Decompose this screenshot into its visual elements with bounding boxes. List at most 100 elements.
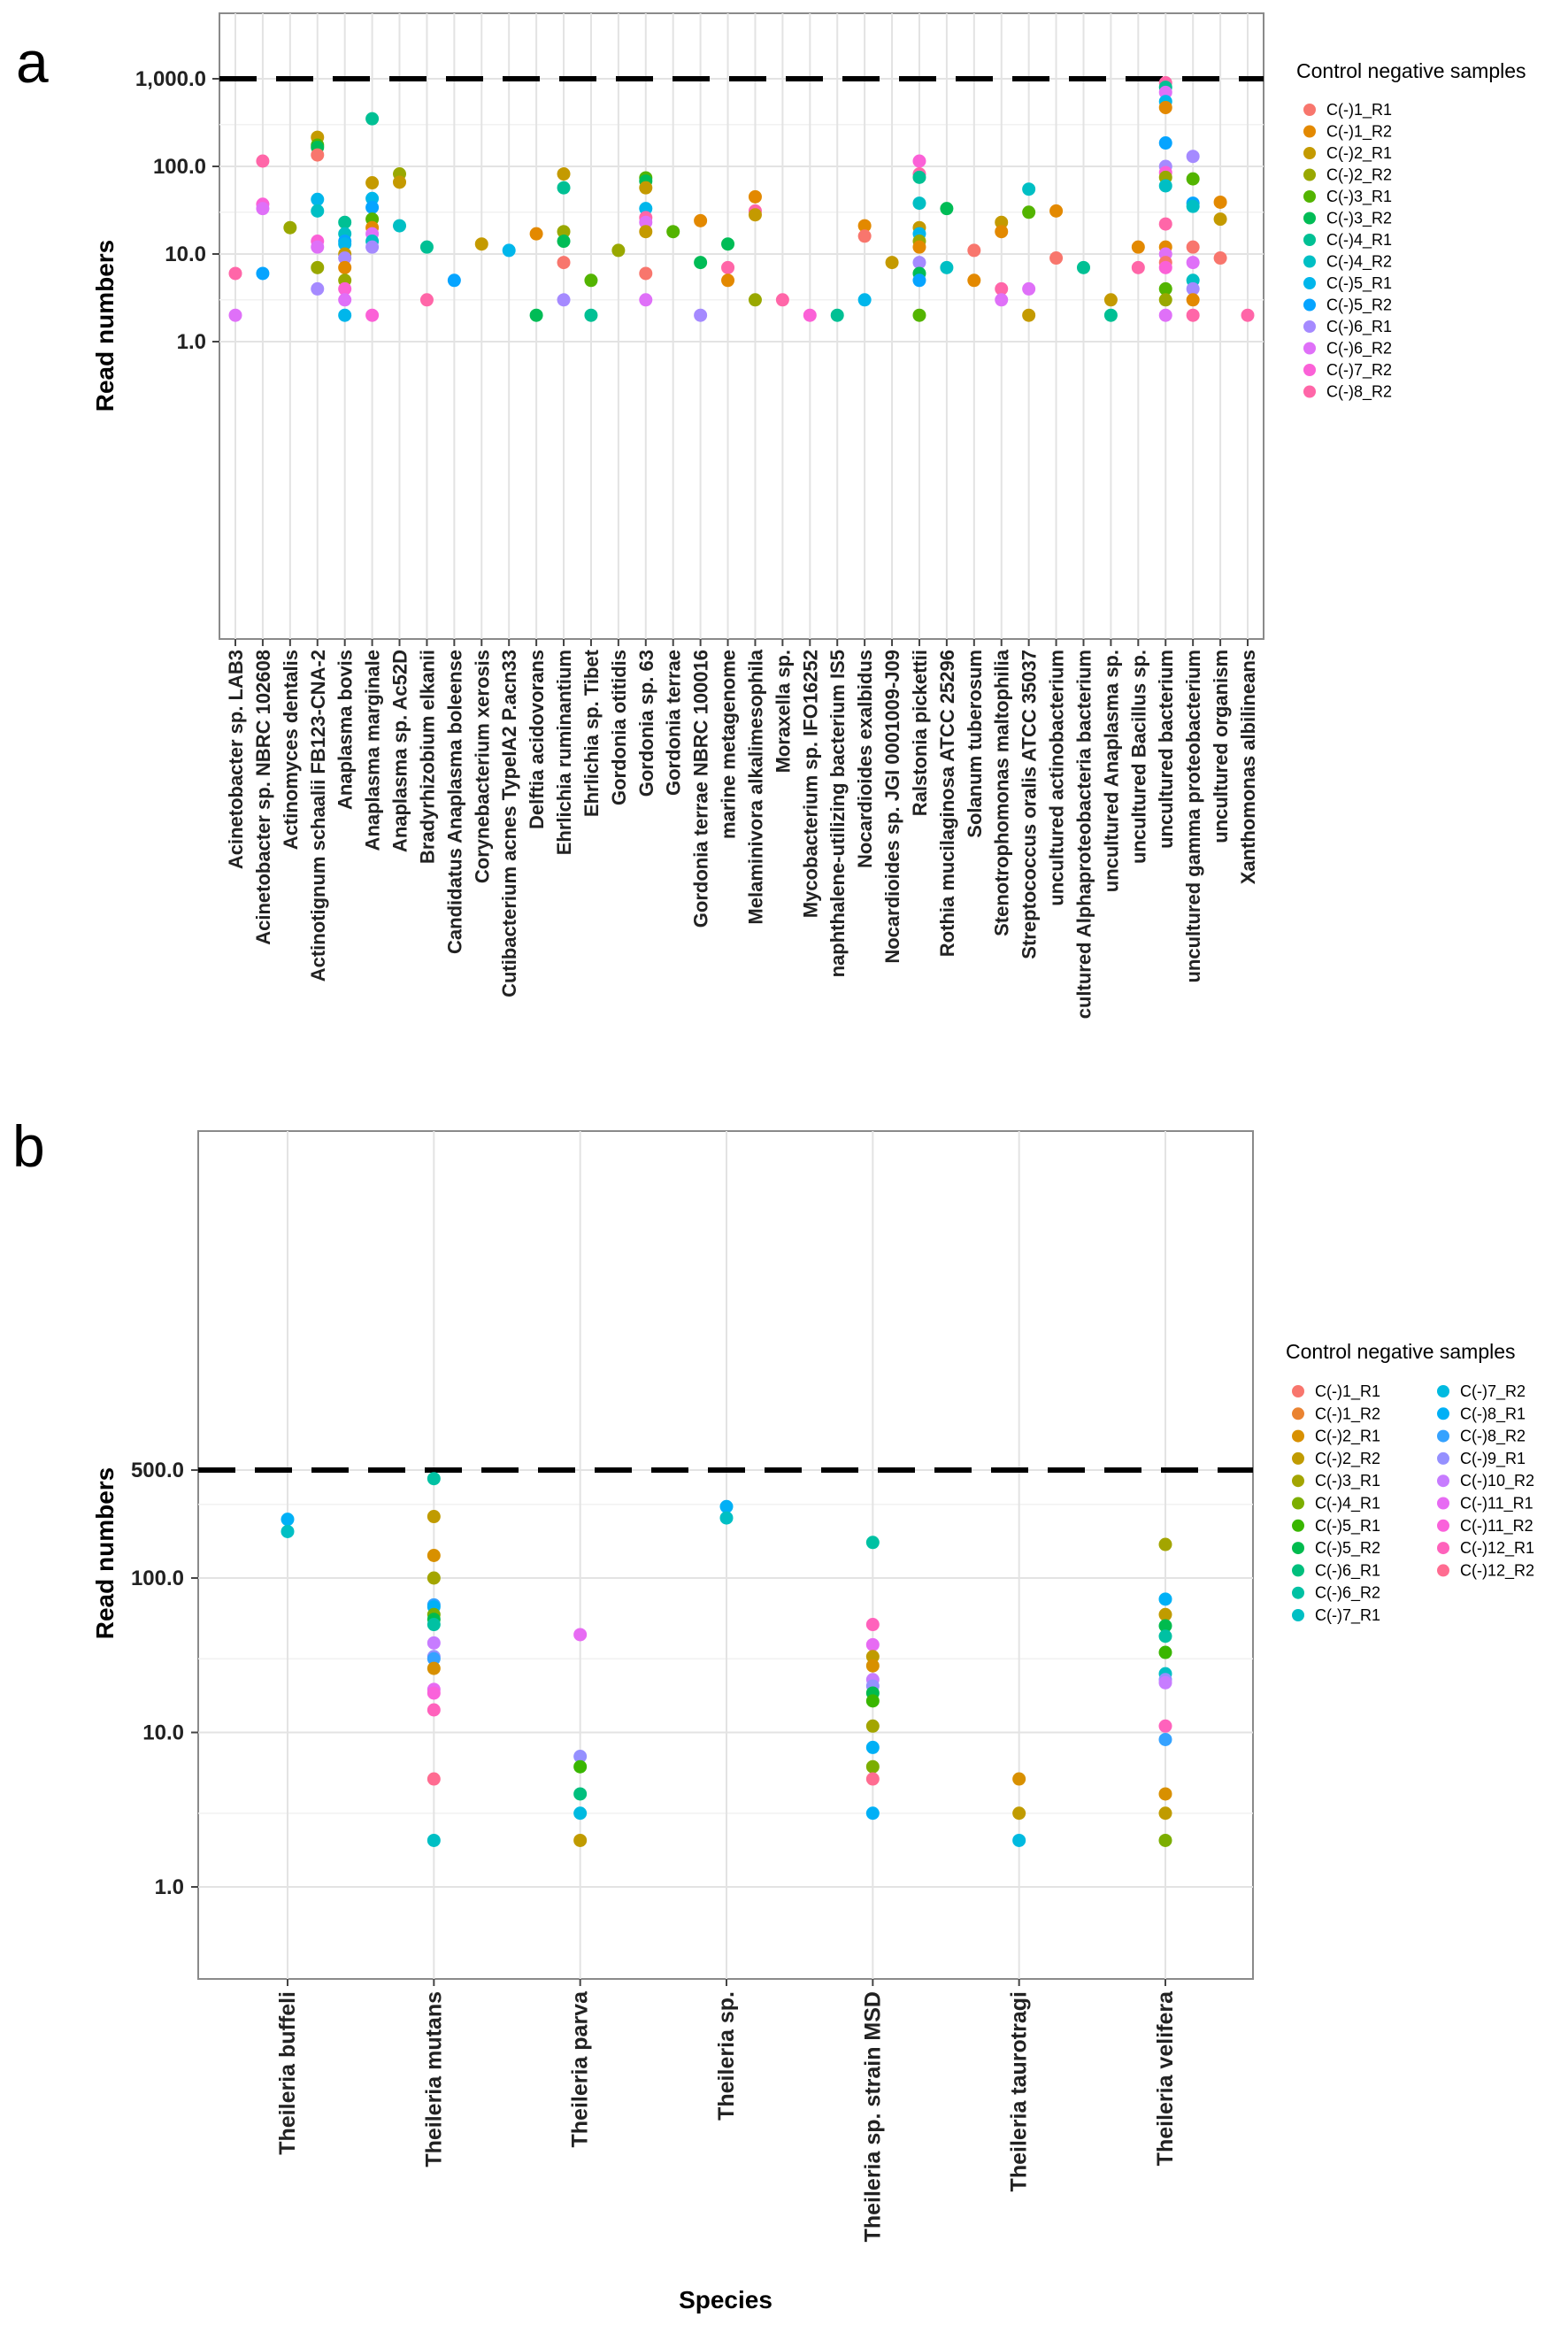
legend-item-c-8-r2: C(-)8_R2 <box>1437 1428 1526 1446</box>
data-point-c-1-r2 <box>338 260 352 274</box>
data-point-c-2-r1 <box>393 175 407 189</box>
x-tick-label-ralstonia-pickettii: Ralstonia pickettii <box>909 650 931 816</box>
data-point-c-1-r1 <box>639 266 653 281</box>
data-point-c-3-r2 <box>529 308 543 322</box>
legend-label: C(-)8_R2 <box>1460 1428 1526 1446</box>
x-tick-label-actinomyces-dentalis: Actinomyces dentalis <box>280 650 302 850</box>
data-point-c-2-r2 <box>748 293 762 307</box>
data-point-c-2-r1 <box>1158 1787 1172 1801</box>
data-point-c-8-r1 <box>865 1806 880 1821</box>
x-tick-label-theileria-velifera: Theileria velifera <box>1153 1990 1178 2166</box>
x-tick-label-uncultured-gamma-proteobacterium: uncultured gamma proteobacterium <box>1182 650 1204 983</box>
data-point-c-8-r1 <box>1158 1592 1172 1606</box>
x-tick-label-nocardioides-exalbidus: Nocardioides exalbidus <box>854 650 876 868</box>
x-tick-label-marine-metagenome: marine metagenome <box>718 650 740 839</box>
data-point-c-3-r2 <box>557 235 571 249</box>
legend-item-c-1-r2: C(-)1_R2 <box>1303 123 1392 142</box>
x-tick-label-acinetobacter-sp-nbrc-102608: Acinetobacter sp. NBRC 102608 <box>252 650 274 945</box>
x-tick-label-moraxella-sp: Moraxella sp. <box>772 650 794 773</box>
data-point-c-8-r2 <box>427 1651 441 1666</box>
x-tick-label-gordonia-otitidis: Gordonia otitidis <box>608 650 630 805</box>
data-point-c-4-r1 <box>1076 260 1090 274</box>
legend-item-c-1-r2: C(-)1_R2 <box>1292 1405 1380 1423</box>
panel-a-letter: a <box>16 29 49 95</box>
legend-swatch <box>1303 190 1316 203</box>
legend-swatch <box>1303 234 1316 246</box>
panel-b-letter: b <box>12 1113 45 1179</box>
data-point-c-10-r2 <box>1158 1675 1172 1690</box>
data-point-c-3-r1 <box>865 1719 880 1733</box>
legend-item-c-6-r2: C(-)6_R2 <box>1292 1584 1380 1603</box>
y-tick-label: 500.0 <box>131 1459 184 1482</box>
legend-label: C(-)6_R2 <box>1326 340 1392 358</box>
data-point-c-5-r2 <box>256 266 270 281</box>
legend-swatch <box>1292 1385 1304 1397</box>
data-point-c-9-r1 <box>573 1750 588 1764</box>
x-tick-label-anaplasma-sp-ac52d: Anaplasma sp. Ac52D <box>389 650 411 852</box>
data-point-c-2-r2 <box>1012 1806 1026 1821</box>
x-tick-label-stenotrophomonas-maltophilia: Stenotrophomonas maltophilia <box>991 649 1013 936</box>
data-point-c-5-r1 <box>639 202 653 216</box>
y-tick-label: 10.0 <box>142 1721 184 1745</box>
data-point-c-1-r2 <box>1131 240 1145 254</box>
data-point-c-8-r2 <box>721 260 735 274</box>
legend-swatch <box>1292 1542 1304 1555</box>
data-point-c-3-r1 <box>666 225 680 239</box>
x-tick-label-solanum-tuberosum: Solanum tuberosum <box>964 650 986 838</box>
x-tick-label-cultured-alphaproteobacteria-bacterium: cultured Alphaproteobacteria bacterium <box>1072 650 1095 1019</box>
legend-item-c-4-r1: C(-)4_R1 <box>1292 1495 1380 1513</box>
data-point-c-2-r1 <box>865 1659 880 1673</box>
x-tick-label-corynebacterium-xerosis: Corynebacterium xerosis <box>471 650 493 883</box>
x-tick-label-uncultured-anaplasma-sp: uncultured Anaplasma sp. <box>1100 650 1122 892</box>
data-point-c-2-r2 <box>311 260 325 274</box>
data-point-c-4-r2 <box>311 204 325 218</box>
panel-a-x-axis: Acinetobacter sp. LAB3 Acinetobacter sp. … <box>225 639 1259 1019</box>
legend-label: C(-)7_R1 <box>1315 1606 1380 1625</box>
data-point-c-7-r1 <box>427 1833 441 1847</box>
data-point-c-8-r2 <box>1186 308 1200 322</box>
data-point-c-5-r2 <box>365 200 380 214</box>
data-point-c-7-r1 <box>719 1511 734 1525</box>
legend-swatch <box>1437 1451 1449 1465</box>
data-point-c-2-r2 <box>1158 1806 1172 1821</box>
legend-label: C(-)4_R1 <box>1315 1495 1380 1513</box>
legend-item-c-11-r2: C(-)11_R2 <box>1437 1517 1533 1536</box>
legend-label: C(-)4_R2 <box>1326 253 1392 272</box>
data-point-c-8-r2 <box>1241 308 1255 322</box>
data-point-c-1-r1 <box>857 229 872 243</box>
legend-swatch <box>1303 364 1316 376</box>
legend-swatch <box>1292 1474 1304 1488</box>
y-tick-label: 10.0 <box>165 243 206 266</box>
data-point-c-5-r2 <box>1158 1619 1172 1633</box>
data-point-c-5-r1 <box>338 237 352 251</box>
panel-a-plot-area <box>219 12 1264 640</box>
data-point-c-1-r1 <box>967 243 981 258</box>
data-point-c-2-r1 <box>1213 212 1227 227</box>
legend-swatch <box>1303 104 1316 116</box>
legend-label: C(-)12_R2 <box>1460 1561 1534 1580</box>
legend-item-c-2-r2: C(-)2_R2 <box>1303 166 1392 185</box>
data-point-c-2-r2 <box>573 1833 588 1847</box>
data-point-c-7-r1 <box>281 1524 295 1538</box>
data-point-c-1-r2 <box>1213 195 1227 209</box>
data-point-c-3-r1 <box>912 308 926 322</box>
data-point-c-6-r2 <box>1158 85 1172 99</box>
data-point-c-7-r2 <box>1012 1833 1026 1847</box>
data-point-c-12-r1 <box>865 1618 880 1632</box>
data-point-c-4-r1 <box>557 181 571 195</box>
legend-label: C(-)5_R2 <box>1315 1539 1380 1558</box>
data-point-c-1-r1 <box>311 148 325 162</box>
x-tick-label-gordonia-terrae: Gordonia terrae <box>663 650 685 796</box>
data-point-c-8-r1 <box>281 1513 295 1527</box>
data-point-c-7-r2 <box>912 154 926 168</box>
legend-item-c-6-r2: C(-)6_R2 <box>1303 340 1392 358</box>
panel-a-legend-title: Control negative samples <box>1296 59 1526 82</box>
data-point-c-7-r2 <box>338 281 352 296</box>
legend-label: C(-)3_R1 <box>1326 188 1392 206</box>
x-tick-label-xanthomonas-albilineans: Xanthomonas albilineans <box>1237 650 1259 884</box>
panel-b-x-axis-title: Species <box>679 2286 772 2313</box>
y-tick-label: 100.0 <box>153 155 206 179</box>
data-point-c-7-r2 <box>365 308 380 322</box>
legend-swatch <box>1437 1474 1449 1488</box>
panel-a-y-axis: 1.0 10.0 100.0 1,000.0 <box>135 67 219 354</box>
